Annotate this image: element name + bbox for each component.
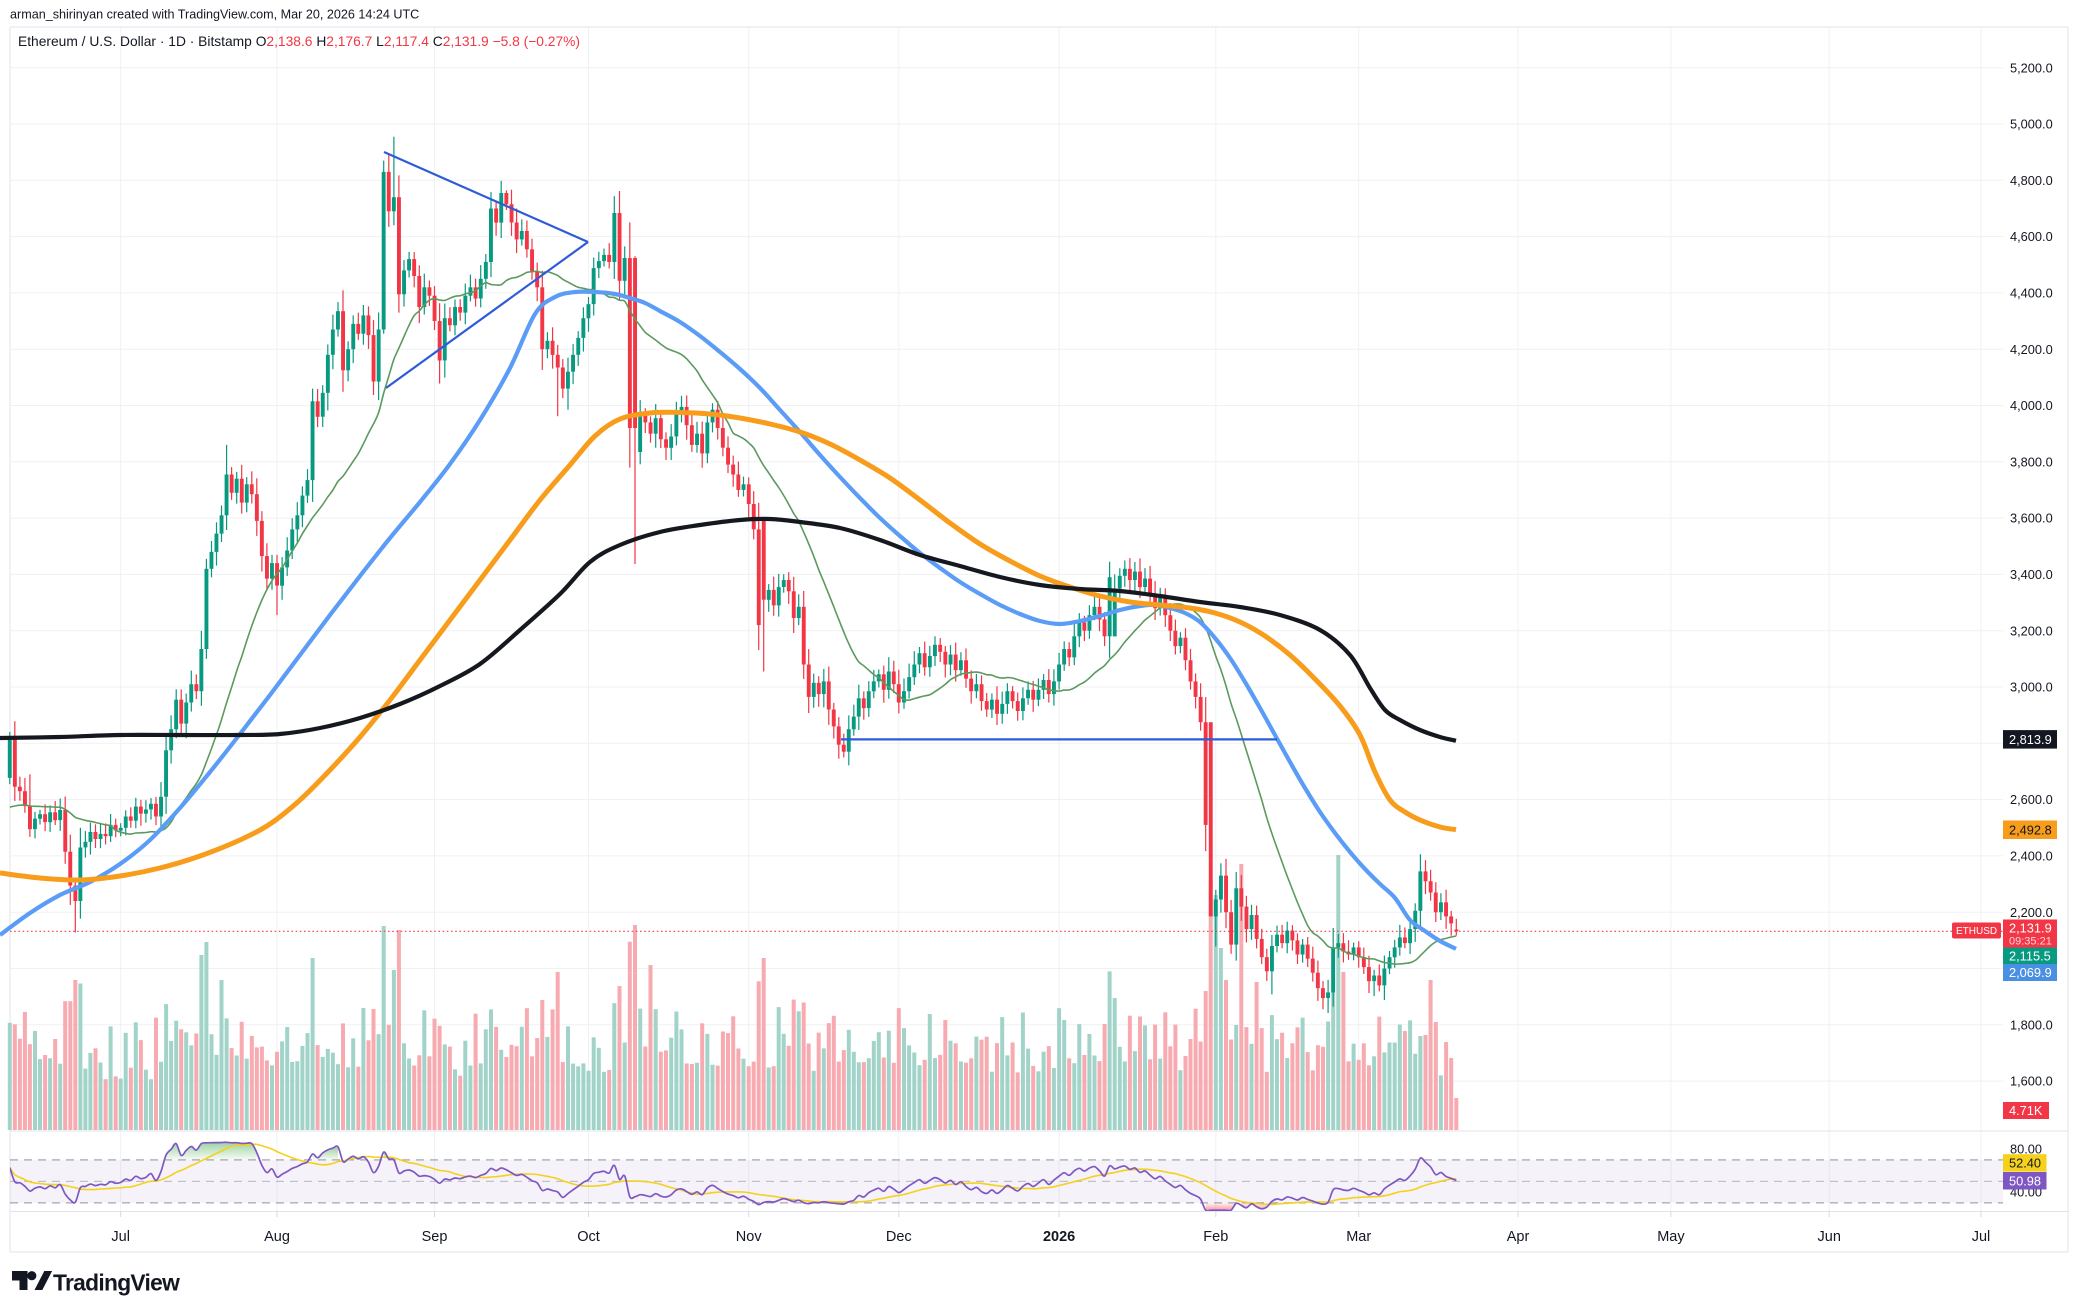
svg-text:4,000.0: 4,000.0 — [2010, 398, 2053, 413]
svg-text:4,600.0: 4,600.0 — [2010, 229, 2053, 244]
svg-text:TradingView: TradingView — [53, 1270, 180, 1296]
svg-text:Dec: Dec — [886, 1229, 912, 1245]
svg-text:50.98: 50.98 — [2009, 1173, 2041, 1188]
svg-text:Apr: Apr — [1507, 1229, 1530, 1245]
svg-text:ETHUSD: ETHUSD — [1956, 926, 1997, 937]
svg-text:Aug: Aug — [264, 1229, 290, 1245]
svg-text:3,000.0: 3,000.0 — [2010, 680, 2053, 695]
svg-text:5,000.0: 5,000.0 — [2010, 117, 2053, 132]
svg-text:Sep: Sep — [422, 1229, 448, 1245]
svg-text:2,069.9: 2,069.9 — [2009, 965, 2052, 980]
svg-text:3,400.0: 3,400.0 — [2010, 567, 2053, 582]
svg-text:52.40: 52.40 — [2009, 1156, 2041, 1171]
svg-text:1,800.0: 1,800.0 — [2010, 1017, 2053, 1032]
svg-text:2,200.0: 2,200.0 — [2010, 905, 2053, 920]
svg-text:Jul: Jul — [111, 1229, 130, 1245]
svg-text:3,200.0: 3,200.0 — [2010, 623, 2053, 638]
svg-text:Ethereum / U.S. Dollar · 1D ·: Ethereum / U.S. Dollar · 1D · Bitstamp O… — [18, 34, 580, 49]
svg-text:3,600.0: 3,600.0 — [2010, 511, 2053, 526]
svg-text:Jun: Jun — [1818, 1229, 1841, 1245]
svg-text:Mar: Mar — [1346, 1229, 1371, 1245]
svg-text:4.71K: 4.71K — [2009, 1103, 2043, 1118]
svg-text:2,813.9: 2,813.9 — [2009, 732, 2052, 747]
svg-text:2,400.0: 2,400.0 — [2010, 849, 2053, 864]
svg-text:2,492.8: 2,492.8 — [2009, 822, 2052, 837]
svg-text:4,400.0: 4,400.0 — [2010, 286, 2053, 301]
svg-text:Jul: Jul — [1972, 1229, 1991, 1245]
svg-text:Feb: Feb — [1203, 1229, 1228, 1245]
svg-text:5,200.0: 5,200.0 — [2010, 60, 2053, 75]
svg-text:1,600.0: 1,600.0 — [2010, 1074, 2053, 1089]
svg-text:May: May — [1657, 1229, 1685, 1245]
svg-text:3,800.0: 3,800.0 — [2010, 454, 2053, 469]
svg-text:Oct: Oct — [577, 1229, 600, 1245]
svg-text:2,131.9: 2,131.9 — [2009, 921, 2052, 936]
svg-text:80.00: 80.00 — [2010, 1141, 2042, 1156]
svg-text:2,115.5: 2,115.5 — [2009, 949, 2051, 964]
svg-text:arman_shirinyan created with T: arman_shirinyan created with TradingView… — [10, 8, 419, 22]
svg-text:Nov: Nov — [736, 1229, 763, 1245]
svg-text:4,800.0: 4,800.0 — [2010, 173, 2053, 188]
svg-text:4,200.0: 4,200.0 — [2010, 342, 2053, 357]
svg-text:09:35:21: 09:35:21 — [2009, 936, 2052, 948]
svg-text:2,600.0: 2,600.0 — [2010, 792, 2053, 807]
svg-text:2026: 2026 — [1043, 1229, 1075, 1245]
